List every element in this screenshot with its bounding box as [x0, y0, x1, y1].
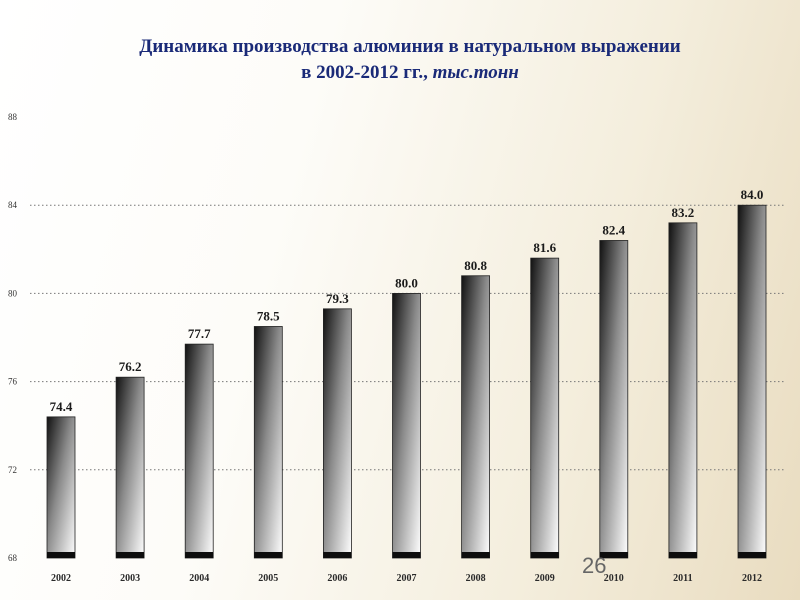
data-label: 81.6: [533, 240, 556, 255]
x-tick-label: 2002: [51, 573, 71, 584]
x-tick-label: 2003: [120, 573, 140, 584]
x-tick-label: 2006: [327, 573, 347, 584]
bar: [737, 204, 767, 559]
data-label: 80.0: [395, 275, 418, 290]
data-label: 78.5: [257, 308, 280, 323]
title-line-1: Динамика производства алюминия в натурал…: [139, 36, 681, 57]
title-unit: тыс.тонн: [432, 62, 519, 83]
bar: [322, 308, 352, 559]
bar: [46, 416, 76, 559]
bar-base: [392, 552, 421, 558]
x-tick-label: 2005: [258, 573, 278, 584]
bar-base: [599, 552, 628, 558]
y-axis: 68 72 76 80 84 88: [8, 112, 18, 563]
x-tick-label: 2012: [742, 573, 762, 584]
x-tick-label: 2008: [466, 573, 486, 584]
bar: [668, 222, 698, 559]
data-label: 82.4: [602, 222, 625, 237]
x-tick-label: 2011: [673, 573, 692, 584]
title-line-2: в 2002-2012 гг., тыс.тонн: [60, 60, 760, 86]
bars: 74.4 76.2 77.7 78.5 79.3 80.0 80.8 81.6 82.4 83.2…: [46, 187, 767, 559]
page-number: 26: [582, 553, 607, 578]
x-tick-label: 2007: [397, 573, 417, 584]
bar-base: [323, 552, 352, 558]
bar-base: [668, 552, 697, 558]
bar-base: [254, 552, 283, 558]
data-label: 74.4: [50, 399, 73, 414]
data-label: 77.7: [188, 326, 211, 341]
data-label: 83.2: [672, 205, 695, 220]
bar: [461, 275, 491, 559]
bar-base: [461, 552, 490, 558]
y-tick-label: 68: [8, 553, 18, 563]
bar-base: [738, 552, 766, 558]
bar-base: [185, 552, 214, 558]
y-tick-label: 72: [8, 465, 17, 475]
bar-base: [47, 552, 75, 558]
bar: [530, 257, 560, 559]
bar: [392, 292, 421, 559]
bar: [115, 376, 145, 559]
bar: [184, 343, 214, 559]
data-label: 84.0: [741, 187, 764, 202]
bar: [599, 240, 629, 559]
y-tick-label: 88: [8, 112, 18, 122]
bar: [253, 326, 283, 559]
title-years: в 2002-2012 гг.,: [301, 62, 433, 83]
x-tick-label: 2004: [189, 573, 209, 584]
data-label: 79.3: [326, 291, 349, 306]
y-tick-label: 80: [8, 288, 18, 298]
x-axis: 2002 2003 2004 2005 2006 2007 2008 2009 2010 2011…: [51, 573, 762, 584]
data-label: 76.2: [119, 359, 142, 374]
y-tick-label: 84: [8, 200, 18, 210]
bar-base: [530, 552, 559, 558]
x-tick-label: 2010: [604, 573, 624, 584]
bar-base: [116, 552, 145, 558]
y-tick-label: 76: [8, 377, 18, 387]
chart-title: Динамика производства алюминия в натурал…: [60, 34, 760, 86]
data-label: 80.8: [464, 258, 487, 273]
x-tick-label: 2009: [535, 573, 555, 584]
